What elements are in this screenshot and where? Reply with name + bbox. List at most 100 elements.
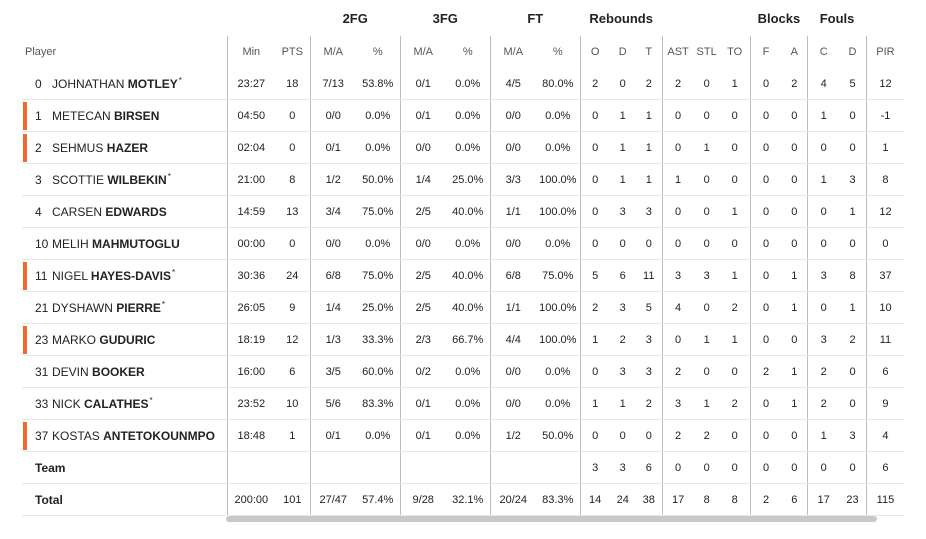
stat-3fg-ma: 1/4 — [399, 163, 446, 196]
stat-min: 200:00 — [226, 483, 275, 516]
stat-ft-ma: 4/5 — [489, 68, 536, 100]
column-header-2fg-ma[interactable]: M/A — [309, 36, 356, 68]
column-header-foul-c[interactable]: C — [807, 36, 840, 68]
column-header-blk-f[interactable]: F — [749, 36, 782, 68]
stat-ast: 2 — [661, 68, 694, 100]
column-header-3fg-pct[interactable]: % — [462, 46, 473, 58]
stat-blk-a: 0 — [781, 323, 808, 356]
stat-ft-pct: 0.0% — [535, 387, 581, 420]
stat-foul-d: 0 — [839, 451, 867, 484]
stat-3fg-ma: 0/1 — [399, 419, 446, 452]
player-cell[interactable]: 4 CARSEN EDWARDS — [22, 195, 228, 228]
stat-min: 04:50 — [226, 99, 275, 132]
column-header-reb-o[interactable]: O — [579, 36, 610, 68]
player-cell[interactable]: 37 KOSTAS ANTETOKOUNMPO — [22, 419, 228, 452]
stat-pir: 115 — [865, 483, 904, 516]
stat-stl: 0 — [693, 355, 720, 388]
stat-ast: 1 — [661, 163, 694, 196]
stat-pts: 12 — [274, 323, 311, 356]
column-header-stl[interactable]: STL — [696, 46, 717, 58]
stat-blk-a: 0 — [781, 419, 808, 452]
stat-blk-a: 0 — [781, 195, 808, 228]
horizontal-scrollbar[interactable] — [226, 516, 877, 522]
stat-3fg-pct: 40.0% — [445, 291, 491, 324]
stat-blk-f: 0 — [749, 419, 782, 452]
stat-min: 14:59 — [226, 195, 275, 228]
stat-stl: 0 — [693, 451, 720, 484]
stat-min: 30:36 — [226, 259, 275, 292]
stat-ast: 2 — [661, 355, 694, 388]
column-header-ft-pct[interactable]: % — [552, 46, 563, 58]
player-number: 10 — [35, 236, 49, 251]
player-first-name: METECAN — [52, 108, 111, 123]
stat-foul-d: 1 — [839, 291, 867, 324]
column-header-min[interactable]: Min — [226, 36, 275, 68]
player-cell[interactable]: 31 DEVIN BOOKER — [22, 355, 228, 388]
player-last-name: WILBEKIN — [107, 173, 167, 187]
stat-foul-c: 0 — [807, 131, 840, 164]
column-header-ft-ma[interactable]: M/A — [489, 36, 536, 68]
player-marker — [23, 134, 27, 162]
column-header-3fg-ma[interactable]: M/A — [399, 36, 446, 68]
stat-reb-t: 0 — [635, 227, 663, 260]
stat-blk-a: 0 — [781, 99, 808, 132]
stat-pir: 4 — [865, 419, 904, 452]
total-label: Total — [22, 483, 228, 516]
stat-blk-a: 1 — [781, 259, 808, 292]
player-cell[interactable]: 33 NICK CALATHES* — [22, 387, 228, 420]
stat-reb-t: 3 — [635, 355, 663, 388]
stat-2fg-ma: 5/6 — [309, 387, 356, 420]
stat-3fg-ma: 0/0 — [399, 227, 446, 260]
stat-2fg-pct: 57.4% — [355, 483, 401, 516]
starter-mark: * — [178, 76, 182, 85]
player-number: 37 — [35, 428, 49, 443]
stat-ft-pct: 83.3% — [535, 483, 581, 516]
stat-foul-d: 8 — [839, 259, 867, 292]
stat-to: 0 — [719, 227, 751, 260]
player-number: 0 — [35, 77, 42, 91]
stat-reb-t: 5 — [635, 291, 663, 324]
player-number: 2 — [35, 140, 42, 155]
stat-2fg-ma: 0/1 — [309, 419, 356, 452]
stat-reb-d: 3 — [609, 195, 636, 228]
player-cell[interactable]: 1 METECAN BIRSEN — [22, 99, 228, 132]
player-cell[interactable]: 2 SEHMUS HAZER — [22, 131, 228, 164]
player-cell[interactable]: 23 MARKO GUDURIC — [22, 323, 228, 356]
stat-reb-o: 1 — [579, 387, 610, 420]
stat-stl: 0 — [693, 68, 720, 100]
stat-ft-ma: 3/3 — [489, 163, 536, 196]
column-header-to[interactable]: TO — [727, 46, 743, 58]
stat-reb-t: 38 — [635, 483, 663, 516]
stat-reb-o: 0 — [579, 99, 610, 132]
column-header-player[interactable]: Player — [25, 46, 57, 58]
column-header-2fg-pct[interactable]: % — [372, 46, 383, 58]
player-marker — [23, 326, 27, 354]
column-header-reb-t[interactable]: T — [645, 46, 653, 58]
stat-3fg-ma: 0/1 — [399, 387, 446, 420]
stat-ast: 0 — [661, 195, 694, 228]
stat-3fg-pct: 0.0% — [445, 355, 491, 388]
column-header-reb-d[interactable]: D — [618, 46, 627, 58]
stat-to: 0 — [719, 419, 751, 452]
player-cell[interactable]: 11 NIGEL HAYES-DAVIS* — [22, 259, 228, 292]
column-header-ast[interactable]: AST — [661, 36, 694, 68]
player-marker — [23, 102, 27, 130]
player-cell[interactable]: 10 MELIH MAHMUTOGLU — [22, 227, 228, 260]
column-header-blk-a[interactable]: A — [790, 46, 799, 58]
stat-blk-f: 0 — [749, 195, 782, 228]
team-label: Team — [22, 451, 228, 484]
player-cell[interactable]: 0 JOHNATHAN MOTLEY* — [22, 68, 228, 100]
column-header-pir[interactable]: PIR — [865, 36, 904, 68]
stat-reb-o: 3 — [579, 451, 610, 484]
stat-2fg-ma: 1/4 — [309, 291, 356, 324]
stat-pts: 6 — [274, 355, 311, 388]
column-header-pts[interactable]: PTS — [281, 46, 303, 58]
stat-3fg-pct: 66.7% — [445, 323, 491, 356]
column-header-foul-d[interactable]: D — [848, 46, 857, 58]
player-cell[interactable]: 21 DYSHAWN PIERRE* — [22, 291, 228, 324]
player-cell[interactable]: 3 SCOTTIE WILBEKIN* — [22, 163, 228, 196]
stat-to: 1 — [719, 323, 751, 356]
stat-pts: 24 — [274, 259, 311, 292]
stat-2fg-pct: 50.0% — [355, 163, 401, 196]
stat-blk-a: 6 — [781, 483, 808, 516]
